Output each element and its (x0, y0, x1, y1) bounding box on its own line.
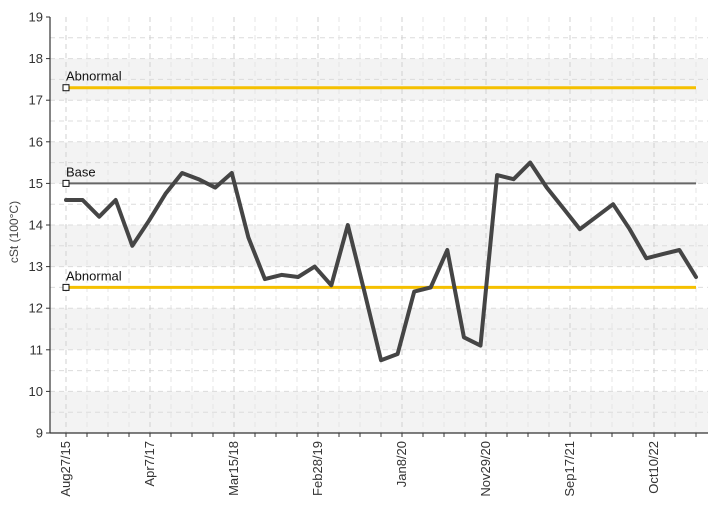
x-tick-label: Jan8/20 (394, 441, 409, 487)
x-tick-label: Apr7/17 (142, 441, 157, 487)
x-tick-label: Mar15/18 (226, 441, 241, 496)
y-tick-label: 12 (29, 301, 43, 316)
x-axis-ticks: Aug27/15 Apr7/17 Mar15/18 Feb28/19 Jan8/20 No… (58, 433, 697, 497)
y-tick-label: 18 (29, 51, 43, 66)
y-axis-title: cSt (100°C) (7, 201, 21, 263)
reference-line-label: Abnormal (66, 268, 122, 283)
y-tick-label: 17 (29, 93, 43, 108)
x-tick-label: Nov29/20 (478, 441, 493, 497)
reference-line-label: Base (66, 164, 96, 179)
y-tick-label: 9 (36, 426, 43, 441)
reference-lines: Abnormal Base Abnormal (62, 69, 696, 291)
x-tick-label: Feb28/19 (310, 441, 325, 496)
x-tick-label: Oct10/22 (646, 441, 661, 494)
y-tick-label: 11 (30, 342, 44, 357)
x-tick-label: Aug27/15 (58, 441, 73, 497)
reference-marker (62, 84, 70, 92)
y-axis-ticks: 9 10 11 12 13 14 15 16 17 18 19 (29, 10, 50, 441)
y-tick-label: 15 (29, 176, 43, 191)
series-layer (64, 160, 698, 363)
series-line (64, 160, 698, 363)
y-tick-label: 13 (29, 259, 43, 274)
reference-marker (62, 179, 70, 187)
reference-marker (62, 283, 70, 291)
reference-line-label: Abnormal (66, 69, 122, 84)
y-tick-label: 10 (29, 384, 43, 399)
y-tick-label: 19 (29, 10, 43, 25)
y-tick-label: 16 (29, 134, 43, 149)
y-tick-label: 14 (29, 218, 43, 233)
x-tick-label: Sep17/21 (562, 441, 577, 497)
